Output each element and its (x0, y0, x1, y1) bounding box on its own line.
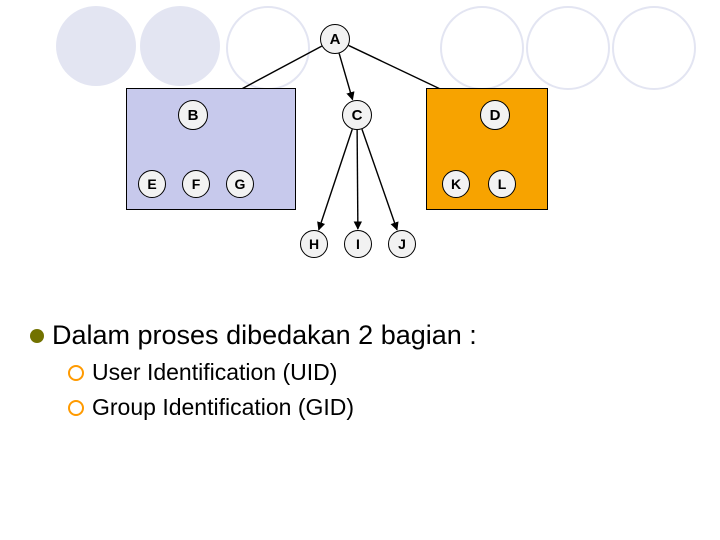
sub-bullet-text: Group Identification (GID) (92, 394, 354, 421)
ring-bullet-icon (68, 365, 84, 381)
decorative-circle (440, 6, 524, 90)
tree-edge (362, 129, 397, 230)
main-bullet-text: Dalam proses dibedakan 2 bagian : (52, 320, 477, 351)
ring-bullet-icon (68, 400, 84, 416)
sub-bullet-gid: Group Identification (GID) (68, 394, 477, 421)
tree-node-g: G (226, 170, 254, 198)
tree-edge (357, 130, 358, 229)
tree-node-j: J (388, 230, 416, 258)
tree-node-a: A (320, 24, 350, 54)
tree-edge (319, 129, 353, 230)
tree-node-c: C (342, 100, 372, 130)
sub-bullet-uid: User Identification (UID) (68, 359, 477, 386)
tree-node-e: E (138, 170, 166, 198)
decorative-circle (526, 6, 610, 90)
tree-node-f: F (182, 170, 210, 198)
tree-node-h: H (300, 230, 328, 258)
tree-edge (339, 53, 352, 99)
tree-node-d: D (480, 100, 510, 130)
bullet-list: Dalam proses dibedakan 2 bagian : User I… (30, 320, 477, 429)
main-bullet: Dalam proses dibedakan 2 bagian : (30, 320, 477, 351)
tree-node-i: I (344, 230, 372, 258)
decorative-circle (226, 6, 310, 90)
sub-bullet-text: User Identification (UID) (92, 359, 337, 386)
decorative-circle (56, 6, 136, 86)
tree-node-k: K (442, 170, 470, 198)
decorative-circle (140, 6, 220, 86)
tree-node-b: B (178, 100, 208, 130)
tree-node-l: L (488, 170, 516, 198)
decorative-circle (612, 6, 696, 90)
disc-bullet-icon (30, 329, 44, 343)
